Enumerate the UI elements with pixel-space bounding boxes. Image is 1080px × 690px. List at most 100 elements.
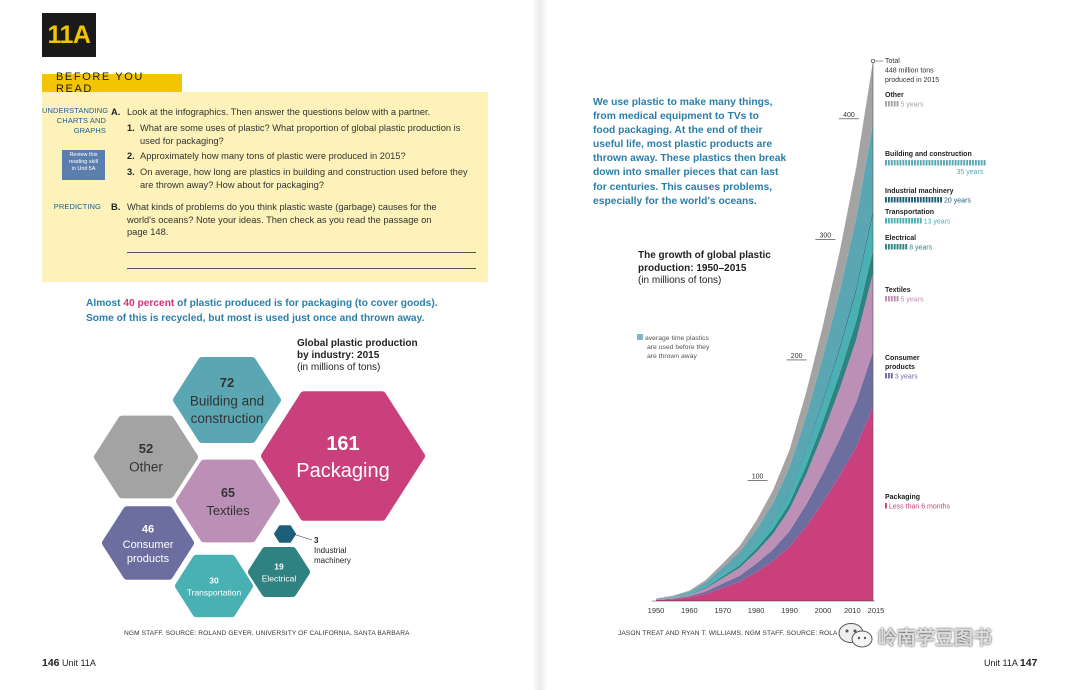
- lifespan-bar: [896, 101, 899, 107]
- lifespan-bar: [911, 160, 913, 166]
- lifespan-bar: [937, 197, 940, 203]
- lifespan-bar: [887, 197, 890, 203]
- lifespan-bar: [966, 160, 969, 166]
- lifespan-bars: [885, 244, 908, 250]
- lifespan-bar: [890, 296, 893, 302]
- lifespan-bar: [885, 197, 887, 203]
- answer-line[interactable]: [127, 252, 476, 253]
- series-name-label: products: [885, 364, 915, 371]
- series-name-label: Textiles: [885, 287, 911, 294]
- lifespan-bar: [934, 160, 937, 166]
- lifespan-bars: [885, 296, 899, 302]
- lifespan-bar: [905, 244, 908, 250]
- lifespan-bar: [902, 197, 905, 203]
- q3-number-text: 3.: [127, 167, 135, 177]
- lifespan-bar: [890, 101, 893, 107]
- hex-chart-title: Global plastic production by industry: 2…: [297, 338, 418, 374]
- lifespan-bar: [922, 160, 925, 166]
- lifespan-bar: [896, 160, 899, 166]
- section-a-letter: A.: [111, 106, 120, 119]
- lifespan-label: 5 years: [901, 102, 924, 109]
- hex-shape: [102, 506, 194, 580]
- lifespan-bar: [890, 244, 893, 250]
- x-tick-label: 2015: [868, 606, 885, 615]
- hex-label: Transportation: [187, 588, 242, 598]
- hex-value: 19: [274, 561, 284, 571]
- lifespan-bar: [887, 101, 890, 107]
- lifespan-bar: [893, 101, 896, 107]
- left-source-credit: NGM STAFF. SOURCE: ROLAND GEYER, UNIVERS…: [124, 630, 410, 637]
- series-name-label: Electrical: [885, 235, 916, 242]
- lifespan-bar: [899, 244, 902, 250]
- watermark-text: 岭南学豆图书: [878, 627, 993, 649]
- lifespan-bar: [893, 218, 896, 224]
- area-building-and-construction: [656, 123, 873, 599]
- lifespan-bar: [885, 296, 887, 302]
- lifespan-bar: [902, 160, 905, 166]
- hex-transportation: 30 Transportation: [175, 554, 253, 618]
- section-b-line: world's oceans? Note your ideas. Then ch…: [127, 214, 432, 225]
- review-box-line: Review this: [69, 152, 98, 158]
- chart-title: The growth of global plastic production:…: [638, 250, 798, 288]
- intro-highlight: 40 percent: [123, 298, 175, 309]
- lifespan-label: 3 years: [895, 374, 918, 381]
- hex-value: 46: [142, 524, 154, 536]
- lifespan-bar: [931, 160, 934, 166]
- x-tick-label: 1950: [648, 606, 665, 615]
- y-tick-label: 300: [820, 232, 832, 239]
- hex-electrical: 19 Electrical: [248, 547, 310, 597]
- lifespan-bar: [890, 197, 893, 203]
- lifespan-bar: [945, 160, 948, 166]
- lifespan-bar: [893, 244, 896, 250]
- lifespan-bar: [887, 244, 890, 250]
- lifespan-bar: [893, 160, 896, 166]
- lifespan-bar: [911, 197, 913, 203]
- section-b-line: page 148.: [127, 227, 169, 237]
- lifespan-bars: [885, 218, 922, 224]
- hex-shape: [94, 415, 198, 499]
- lifespan-bar: [908, 218, 911, 224]
- q2-text: Approximately how many tons of plastic w…: [140, 151, 406, 161]
- hex-shape: [274, 525, 296, 543]
- area-other: [656, 61, 873, 599]
- lifespan-bar: [925, 197, 928, 203]
- lifespan-bar: [919, 218, 922, 224]
- hex-value: 65: [221, 486, 235, 500]
- para-line: useful life, most plastic products are: [593, 139, 773, 151]
- lifespan-bar: [925, 160, 928, 166]
- answer-line[interactable]: [127, 268, 476, 269]
- hexagon-infographic: 72 Building and construction 161 Packaging 52…: [94, 357, 425, 618]
- hex-label: Textiles: [206, 503, 250, 518]
- lifespan-legend-note: average time plastics are used before th…: [637, 334, 747, 361]
- lifespan-bar: [969, 160, 971, 166]
- right-folio: Unit 11A 147: [984, 657, 1037, 669]
- para-line: for centuries. This causes problems,: [593, 181, 773, 193]
- hex-title-line: Global plastic production: [297, 338, 418, 349]
- chart-title-sub: (in millions of tons): [638, 275, 722, 286]
- para-line: We use plastic to make many things,: [593, 97, 773, 108]
- lifespan-bar: [937, 160, 940, 166]
- q1-number-text: 1.: [127, 123, 135, 133]
- review-skill-box: Review this reading skill in Unit 5A: [62, 150, 105, 180]
- understanding-label-line: CHARTS AND: [56, 116, 106, 125]
- lifespan-bar: [922, 197, 925, 203]
- series-name-label: Consumer: [885, 355, 920, 362]
- page-gutter: [532, 0, 548, 690]
- hex-shape: [175, 554, 253, 618]
- lifespan-bar: [887, 296, 890, 302]
- hex-label: Building and: [190, 394, 264, 409]
- packaging-intro: Almost 40 percent of plastic produced is…: [86, 297, 506, 326]
- para-line: thrown away. These plastics then break: [593, 153, 787, 165]
- lifespan-bar: [896, 197, 899, 203]
- lifespan-bar: [885, 101, 887, 107]
- section-a-text: Look at the infographics. Then answer th…: [127, 107, 431, 117]
- series-name-label: Industrial machinery: [885, 188, 954, 195]
- lifespan-bar: [885, 503, 887, 509]
- x-tick-label: 1960: [681, 606, 698, 615]
- lifespan-bar: [896, 244, 899, 250]
- lifespan-bar: [916, 160, 919, 166]
- x-tick-label: 2010: [844, 606, 861, 615]
- lifespan-bar: [905, 197, 908, 203]
- area-consumer-products: [656, 351, 873, 600]
